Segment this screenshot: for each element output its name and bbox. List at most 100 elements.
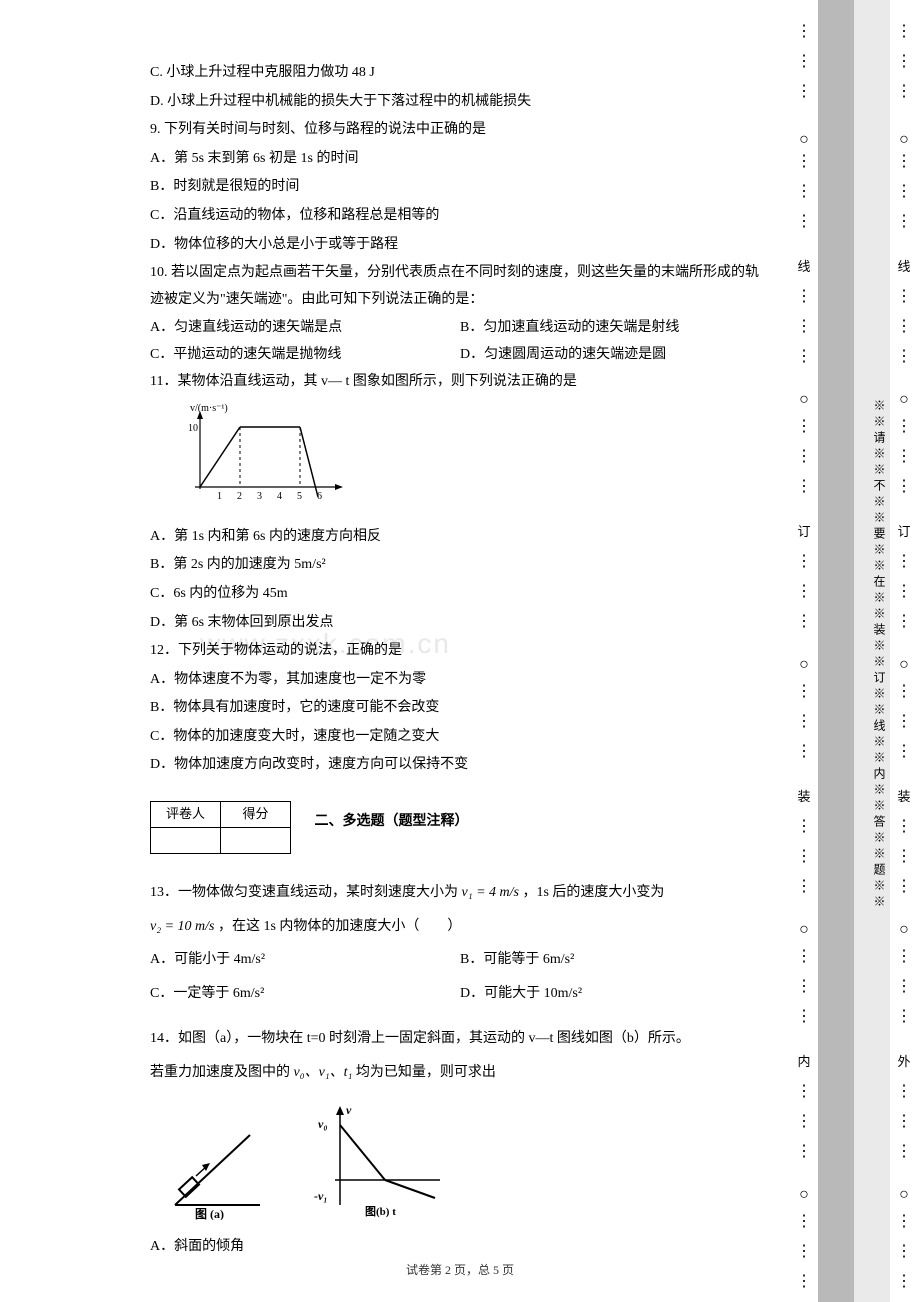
q13-opt-d: D．可能大于 10m/s²: [460, 977, 770, 1011]
q11-opt-c: C．6s 内的位移为 45m: [150, 581, 770, 608]
q9-opt-c: C．沿直线运动的物体，位移和路程总是相等的: [150, 203, 770, 230]
binding-dots: ⋮: [890, 485, 918, 489]
binding-dots: ⋮: [790, 620, 818, 624]
binding-circle: ○: [890, 125, 918, 155]
binding-char: 装: [790, 785, 818, 810]
q13-v2: v₂ = 10 m/s: [150, 919, 214, 934]
binding-circle: ○: [790, 385, 818, 415]
binding-dots: ⋮: [790, 220, 818, 224]
binding-dots: ⋮: [790, 1120, 818, 1124]
svg-text:4: 4: [277, 491, 282, 502]
binding-circle: ○: [890, 385, 918, 415]
binding-dots: ⋮: [890, 885, 918, 889]
svg-text:5: 5: [297, 491, 302, 502]
binding-dots: ⋮: [790, 1280, 818, 1284]
binding-dots: ⋮: [790, 1150, 818, 1154]
binding-dots: ⋮: [790, 885, 818, 889]
binding-dots: ⋮: [890, 590, 918, 594]
binding-circle: ○: [790, 1180, 818, 1210]
q12-opt-d: D．物体加速度方向改变时，速度方向可以保持不变: [150, 752, 770, 779]
svg-text:6: 6: [317, 491, 322, 502]
q14-vars: v₀、v₁、t₁: [294, 1065, 353, 1080]
q13-opt-c: C．一定等于 6m/s²: [150, 977, 460, 1011]
q9-opt-a: A．第 5s 末到第 6s 初是 1s 的时间: [150, 146, 770, 173]
binding-vertical-text: ※※请※※不※※要※※在※※装※※订※※线※※内※※答※※题※※: [854, 390, 890, 920]
q11-yaxis-label: v/(m·s⁻¹): [190, 403, 228, 414]
q12-opt-a: A．物体速度不为零，其加速度也一定不为零: [150, 667, 770, 694]
section-2-title: 二、多选题（题型注释）: [315, 809, 469, 836]
binding-dots: ⋮: [890, 1150, 918, 1154]
binding-dots: ⋮: [790, 855, 818, 859]
q9-opt-d: D．物体位移的大小总是小于或等于路程: [150, 232, 770, 259]
binding-dots: ⋮: [790, 295, 818, 299]
q11-opt-d: D．第 6s 末物体回到原出发点: [150, 610, 770, 637]
binding-dots: ⋮: [890, 325, 918, 329]
binding-char: 订: [890, 520, 918, 545]
binding-dots: ⋮: [890, 455, 918, 459]
binding-dots: ⋮: [790, 955, 818, 959]
binding-dots: ⋮: [890, 825, 918, 829]
binding-dots: ⋮: [890, 955, 918, 959]
binding-circle: ○: [890, 650, 918, 680]
q11-opt-a: A．第 1s 内和第 6s 内的速度方向相反: [150, 524, 770, 551]
binding-dots: ⋮: [790, 690, 818, 694]
q11-vt-graph: v/(m·s⁻¹) 10 1 2 3 4 5 6: [170, 399, 770, 520]
binding-dots: ⋮: [790, 325, 818, 329]
q12-opt-b: B．物体具有加速度时，它的速度可能不会改变: [150, 695, 770, 722]
svg-text:-v₁: -v₁: [314, 1189, 328, 1203]
binding-dots: ⋮: [890, 855, 918, 859]
svg-text:2: 2: [237, 491, 242, 502]
binding-char: 内: [790, 1050, 818, 1075]
q14-stem-a: 14．如图（a），一物块在 t=0 时刻滑上一固定斜面，其运动的 v—t 图线如…: [150, 1022, 770, 1056]
q14-stem-b: 若重力加速度及图中的: [150, 1065, 290, 1080]
q13: 13．一物体做匀变速直线运动，某时刻速度大小为 v₁ = 4 m/s ，1s 后…: [150, 876, 770, 1010]
svg-text:1: 1: [217, 491, 222, 502]
page-content: C. 小球上升过程中克服阻力做功 48 J D. 小球上升过程中机械能的损失大于…: [150, 60, 770, 1265]
binding-dots: ⋮: [790, 560, 818, 564]
binding-dots: ⋮: [890, 1015, 918, 1019]
binding-dots: ⋮: [790, 90, 818, 94]
q11-stem: 11．某物体沿直线运动，其 v— t 图象如图所示，则下列说法正确的是: [150, 369, 770, 396]
q14-stem-c: 均为已知量，则可求出: [356, 1065, 496, 1080]
binding-dots: ⋮: [790, 160, 818, 164]
binding-dots: ⋮: [790, 485, 818, 489]
svg-text:10: 10: [188, 423, 198, 434]
q9-stem: 9. 下列有关时间与时刻、位移与路程的说法中正确的是: [150, 117, 770, 144]
q10-opt-a: A．匀速直线运动的速矢端是点: [150, 315, 460, 342]
q8-opt-d: D. 小球上升过程中机械能的损失大于下落过程中的机械能损失: [150, 89, 770, 116]
binding-dots: ⋮: [790, 590, 818, 594]
svg-text:图(b) t: 图(b) t: [365, 1205, 396, 1218]
binding-dots: ⋮: [790, 750, 818, 754]
binding-char: 订: [790, 520, 818, 545]
binding-dots: ⋮: [890, 190, 918, 194]
q10-opt-b: B．匀加速直线运动的速矢端是射线: [460, 315, 770, 342]
binding-dots: ⋮: [890, 1120, 918, 1124]
q14-opt-a: A．斜面的倾角: [150, 1230, 770, 1264]
score-cell-1: [151, 828, 221, 854]
binding-col-2: [818, 0, 854, 1302]
binding-dots: ⋮: [890, 295, 918, 299]
binding-dots: ⋮: [790, 60, 818, 64]
binding-dots: ⋮: [890, 750, 918, 754]
q14-fig-b: v v₀ -v₁ 图(b) t: [310, 1100, 450, 1220]
score-table: 评卷人 得分: [150, 801, 291, 854]
binding-dots: ⋮: [790, 1015, 818, 1019]
binding-dots: ⋮: [790, 355, 818, 359]
binding-dots: ⋮: [890, 985, 918, 989]
q14: 14．如图（a），一物块在 t=0 时刻滑上一固定斜面，其运动的 v—t 图线如…: [150, 1022, 770, 1263]
q10-opt-d: D．匀速圆周运动的速矢端迹是圆: [460, 342, 770, 369]
binding-char: 外: [890, 1050, 918, 1075]
q13-opt-b: B．可能等于 6m/s²: [460, 943, 770, 977]
binding-char: 线: [890, 255, 918, 280]
q11-opt-b: B．第 2s 内的加速度为 5m/s²: [150, 552, 770, 579]
binding-dots: ⋮: [890, 30, 918, 34]
q8-opt-c: C. 小球上升过程中克服阻力做功 48 J: [150, 60, 770, 87]
q13-stem-c: ，在这 1s 内物体的加速度大小（ ）: [218, 919, 461, 934]
q12-opt-c: C．物体的加速度变大时，速度也一定随之变大: [150, 724, 770, 751]
binding-dots: ⋮: [790, 1220, 818, 1224]
q13-v1: v₁ = 4 m/s: [462, 885, 519, 900]
binding-dots: ⋮: [890, 220, 918, 224]
binding-dots: ⋮: [890, 690, 918, 694]
q13-stem-a: 13．一物体做匀变速直线运动，某时刻速度大小为: [150, 885, 458, 900]
binding-dots: ⋮: [790, 30, 818, 34]
